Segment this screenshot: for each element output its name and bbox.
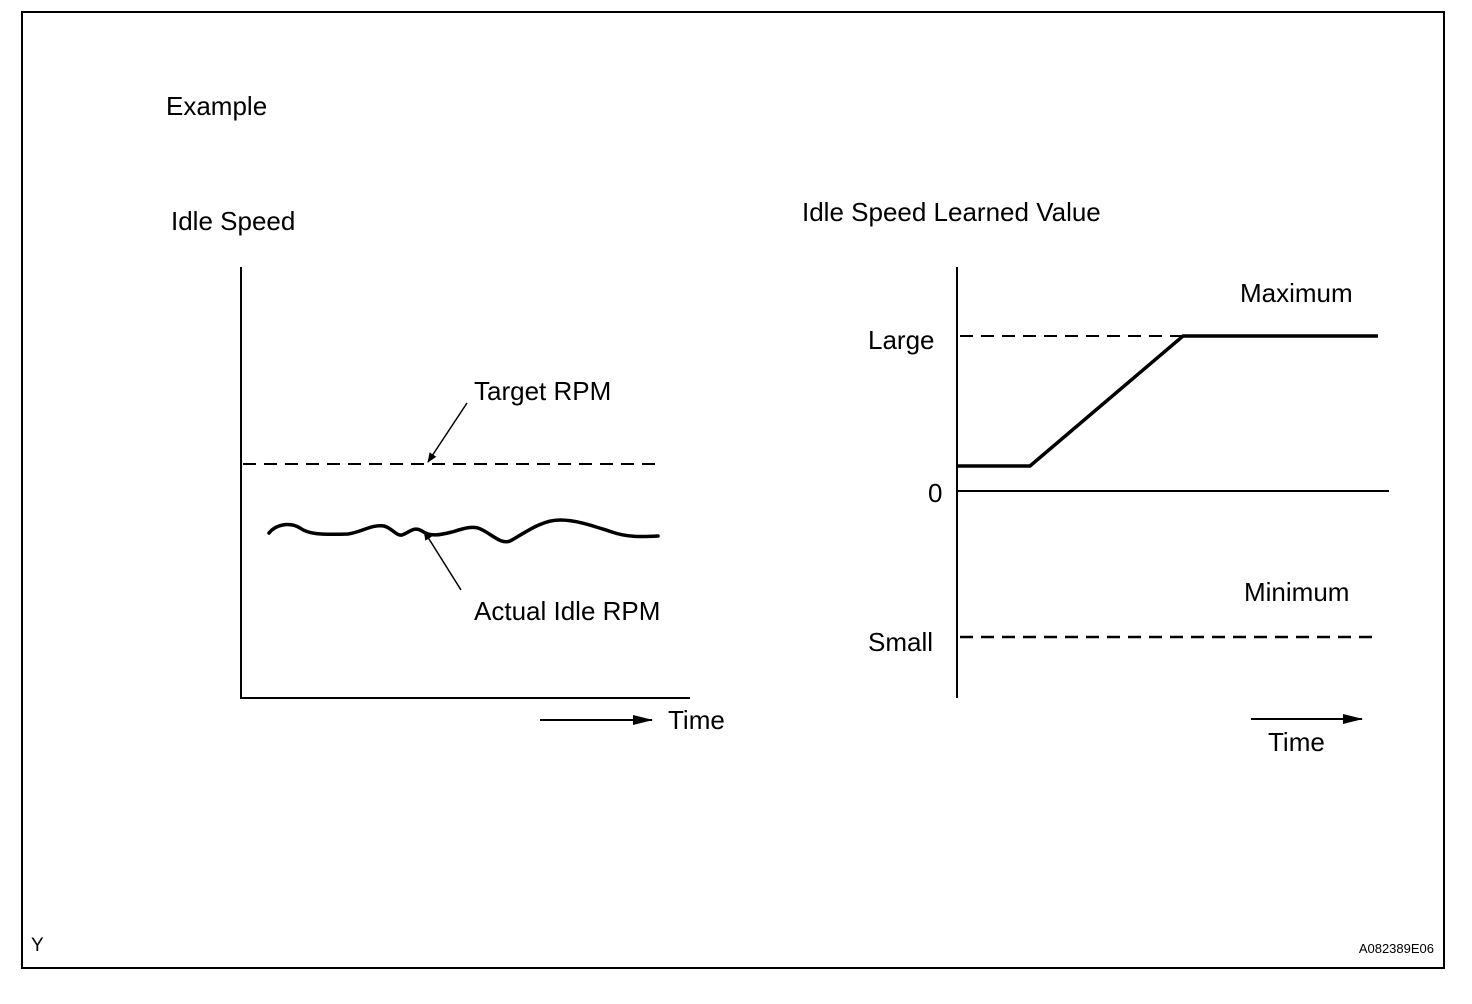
right-time-label: Time <box>1268 727 1325 757</box>
learned-value-line <box>958 334 1378 468</box>
left-diagram: Idle Speed Target RPM Actual Idle RPM Ti… <box>171 206 725 735</box>
example-label: Example <box>166 91 267 121</box>
left-time-label: Time <box>668 705 725 735</box>
actual-idle-rpm-line <box>267 518 660 544</box>
footer-left-code: Y <box>31 935 44 956</box>
target-rpm-pointer <box>427 402 468 463</box>
figure-border <box>21 11 1445 969</box>
target-rpm-label: Target RPM <box>474 376 611 406</box>
actual-idle-rpm-label: Actual Idle RPM <box>474 596 660 626</box>
zero-tick-label: 0 <box>928 478 942 508</box>
small-tick-label: Small <box>868 627 933 657</box>
actual-idle-rpm-pointer <box>423 530 462 591</box>
right-diagram: Idle Speed Learned Value Maximum Minimum… <box>802 197 1389 757</box>
maximum-label: Maximum <box>1240 278 1353 308</box>
large-tick-label: Large <box>868 325 935 355</box>
right-diagram-title: Idle Speed Learned Value <box>802 197 1101 227</box>
minimum-label: Minimum <box>1244 577 1349 607</box>
figure-id: A082389E06 <box>1359 941 1434 956</box>
left-diagram-title: Idle Speed <box>171 206 295 236</box>
